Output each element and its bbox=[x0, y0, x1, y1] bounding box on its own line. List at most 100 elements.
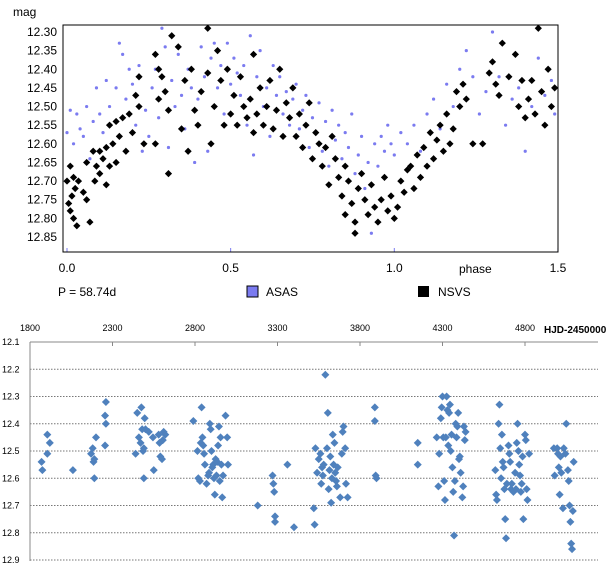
nsvs-point bbox=[462, 95, 470, 103]
observation-point bbox=[224, 460, 232, 469]
nsvs-point bbox=[469, 140, 477, 148]
asas-point bbox=[307, 145, 311, 150]
observation-point bbox=[313, 468, 322, 477]
observation-point bbox=[136, 438, 145, 447]
observation-point bbox=[137, 403, 146, 412]
observation-point bbox=[38, 466, 47, 475]
nsvs-point bbox=[164, 106, 173, 114]
nsvs-point bbox=[308, 155, 317, 163]
nsvs-point bbox=[112, 117, 120, 126]
y-tick-label: 12.1 bbox=[2, 337, 20, 347]
nsvs-point bbox=[495, 91, 503, 99]
asas-point bbox=[91, 119, 95, 124]
observation-point bbox=[440, 496, 449, 505]
nsvs-point bbox=[266, 76, 274, 85]
asas-point bbox=[242, 63, 246, 68]
observation-point bbox=[219, 471, 228, 480]
asas-series bbox=[65, 26, 557, 235]
observation-point bbox=[432, 433, 441, 442]
nsvs-point bbox=[73, 222, 81, 230]
nsvs-point bbox=[240, 102, 248, 111]
observation-point bbox=[283, 460, 292, 469]
nsvs-point bbox=[485, 69, 493, 77]
observation-point bbox=[310, 520, 319, 529]
observation-point bbox=[460, 436, 469, 445]
asas-point bbox=[68, 108, 72, 112]
nsvs-point bbox=[187, 65, 195, 73]
nsvs-point bbox=[279, 132, 287, 140]
asas-point bbox=[137, 63, 141, 68]
observation-point bbox=[43, 449, 52, 458]
nsvs-point bbox=[505, 73, 513, 81]
observation-point bbox=[341, 444, 350, 453]
observation-point bbox=[253, 501, 262, 510]
asas-point bbox=[333, 138, 337, 142]
asas-point bbox=[356, 153, 360, 157]
asas-point bbox=[124, 97, 128, 101]
observation-point bbox=[189, 417, 198, 426]
observation-point bbox=[446, 447, 455, 455]
nsvs-point bbox=[96, 147, 104, 155]
observation-point bbox=[567, 539, 576, 548]
nsvs-point bbox=[528, 76, 536, 85]
nsvs-point bbox=[544, 65, 552, 73]
asas-point bbox=[350, 112, 354, 116]
observation-point bbox=[512, 438, 521, 447]
asas-point bbox=[536, 56, 540, 60]
nsvs-point bbox=[328, 132, 336, 140]
observation-point bbox=[497, 474, 506, 483]
nsvs-point bbox=[161, 88, 169, 96]
nsvs-point bbox=[151, 140, 159, 148]
asas-point bbox=[490, 30, 495, 34]
observation-point bbox=[454, 408, 463, 417]
nsvs-point bbox=[364, 211, 372, 219]
asas-point bbox=[510, 97, 514, 101]
asas-point bbox=[127, 67, 131, 71]
nsvs-point bbox=[524, 95, 533, 103]
nsvs-point bbox=[181, 76, 189, 85]
asas-point bbox=[140, 149, 144, 153]
asas-point bbox=[147, 134, 151, 138]
nsvs-point bbox=[194, 121, 202, 129]
asas-point bbox=[71, 142, 76, 146]
asas-point bbox=[477, 112, 481, 116]
asas-point bbox=[304, 93, 308, 97]
nsvs-point bbox=[338, 192, 346, 200]
asas-point bbox=[301, 108, 305, 112]
observation-point bbox=[212, 471, 221, 480]
asas-point bbox=[65, 131, 69, 135]
nsvs-point bbox=[367, 181, 375, 189]
y-tick-label: 12.65 bbox=[27, 155, 57, 169]
nsvs-point bbox=[413, 151, 421, 159]
asas-point bbox=[464, 49, 468, 53]
nsvs-point bbox=[531, 110, 539, 118]
observations-series bbox=[37, 370, 578, 554]
asas-point bbox=[235, 71, 239, 75]
asas-point bbox=[530, 104, 534, 109]
nsvs-point bbox=[537, 88, 546, 96]
observation-point bbox=[221, 411, 230, 420]
asas-point bbox=[363, 186, 367, 191]
y-tick-label: 12.50 bbox=[27, 100, 57, 114]
observation-point bbox=[450, 531, 459, 540]
y-tick-label: 12.75 bbox=[27, 193, 57, 207]
nsvs-point bbox=[426, 129, 434, 137]
observation-point bbox=[434, 482, 443, 491]
nsvs-point bbox=[210, 102, 218, 111]
observation-point bbox=[316, 449, 325, 458]
observation-point bbox=[450, 476, 459, 485]
nsvs-point bbox=[348, 199, 356, 208]
observation-point bbox=[217, 460, 226, 469]
nsvs-point bbox=[89, 147, 97, 155]
observation-point bbox=[445, 408, 454, 417]
nsvs-point bbox=[220, 121, 228, 129]
nsvs-point bbox=[125, 110, 133, 118]
asas-point bbox=[121, 52, 125, 56]
nsvs-point bbox=[246, 95, 254, 103]
nsvs-point bbox=[344, 177, 353, 185]
nsvs-point bbox=[443, 110, 451, 118]
nsvs-point bbox=[263, 102, 271, 111]
asas-point bbox=[418, 149, 423, 153]
nsvs-point bbox=[66, 207, 74, 215]
